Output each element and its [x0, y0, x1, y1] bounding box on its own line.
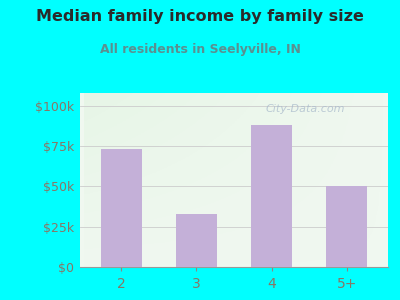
- Bar: [176, 214, 217, 267]
- Text: All residents in Seelyville, IN: All residents in Seelyville, IN: [100, 44, 300, 56]
- Bar: [326, 186, 367, 267]
- Bar: [101, 149, 142, 267]
- Text: Median family income by family size: Median family income by family size: [36, 9, 364, 24]
- Text: City-Data.com: City-Data.com: [265, 104, 344, 114]
- Bar: [251, 125, 292, 267]
